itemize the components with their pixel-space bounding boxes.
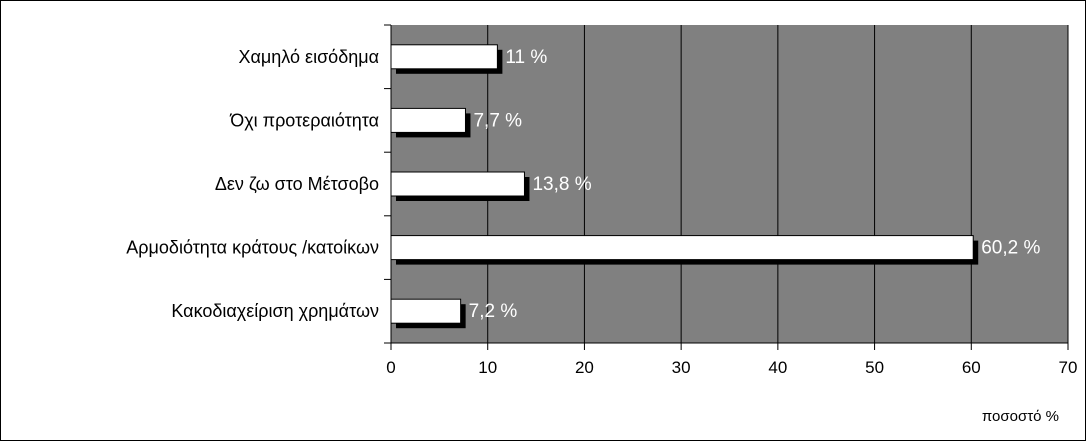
bar [390,298,462,324]
category-label: Χαμηλό εισόδημα [239,47,379,67]
category-label: Όχι προτεραιότητα [229,110,379,130]
x-tick-label: 70 [1059,358,1078,377]
bar [390,44,498,70]
x-tick-label: 50 [865,358,884,377]
bar [390,171,525,197]
axes [384,24,1069,350]
category-labels: Χαμηλό εισόδημα Όχι προτεραιότητα Δεν ζω σ… [126,47,379,321]
category-label: Κακοδιαχείριση χρημάτων [171,301,379,321]
data-label: 60,2 % [981,238,1040,259]
category-label: Αρμοδιότητα κράτους /κατοίκων [126,238,379,258]
x-tick-label: 20 [575,358,594,377]
x-tick-label: 30 [672,358,691,377]
x-tick-labels: 0 10 20 30 40 50 60 70 [386,358,1077,377]
data-label: 7,7 % [473,110,522,131]
data-label: 11 % [505,47,547,68]
data-label: 7,2 % [469,301,518,322]
bar [390,235,974,261]
bar [390,107,466,133]
x-tick-label: 0 [386,358,395,377]
data-label: 13,8 % [532,174,591,195]
x-tick-label: 60 [962,358,981,377]
data-labels: 11 % 7,7 % 13,8 % 60,2 % 7,2 % [469,47,1041,322]
gridlines [487,25,1069,343]
x-tick-label: 10 [478,358,497,377]
x-axis-label: ποσοστό % [982,408,1059,425]
x-tick-label: 40 [768,358,787,377]
category-label: Δεν ζω στο Μέτσοβο [215,174,379,194]
bars [390,44,979,329]
